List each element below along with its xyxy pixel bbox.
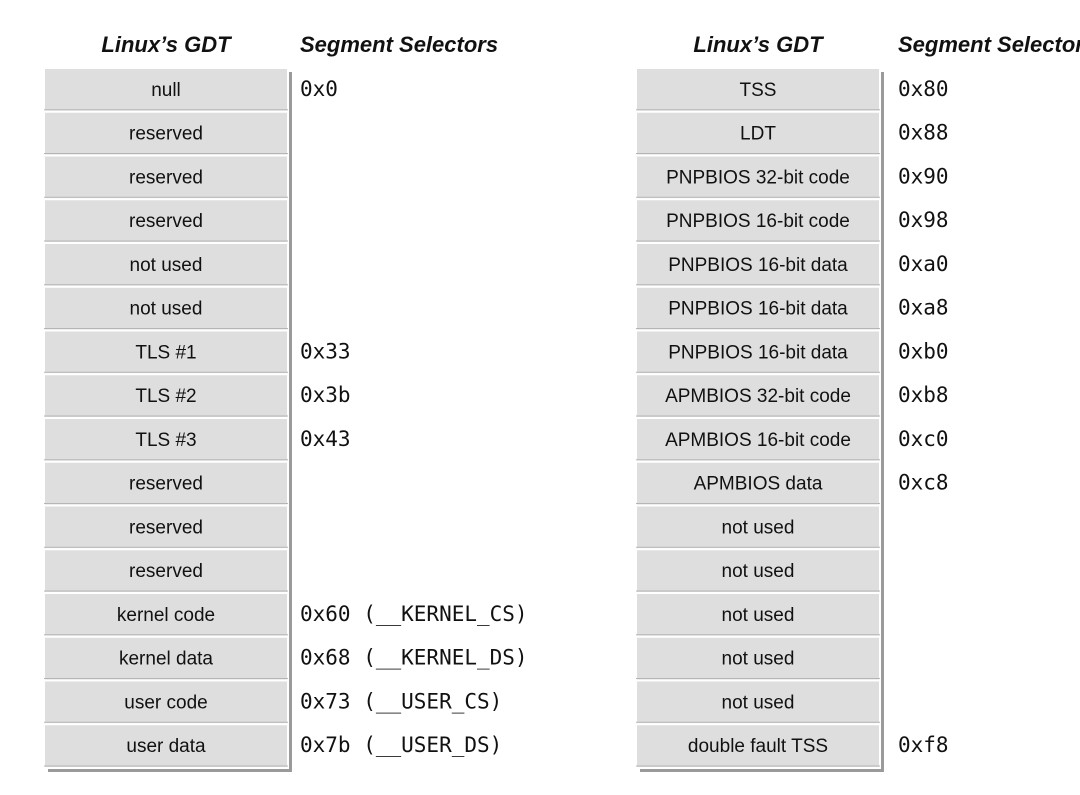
gdt-entry <box>635 198 881 244</box>
gdt-entry <box>635 110 881 157</box>
entry-label: not used <box>130 299 203 320</box>
segment-selector: 0x60 (__KERNEL_CS) <box>300 602 528 626</box>
gdt-entry <box>43 417 289 463</box>
segment-selector: 0x0 <box>300 77 338 101</box>
gdt-entry <box>635 504 881 551</box>
gdt-header: Linux’s GDT <box>101 32 232 57</box>
segment-selector: 0x3b <box>300 383 351 407</box>
segment-selector: 0xf8 <box>898 733 949 757</box>
gdt-entry <box>635 285 881 332</box>
gdt-entry <box>43 154 289 201</box>
entry-label: reserved <box>129 211 203 232</box>
gdt-entry <box>43 460 289 507</box>
entry-label: not used <box>722 649 795 670</box>
entry-label: PNPBIOS 16-bit data <box>668 342 848 363</box>
entry-label: APMBIOS 16-bit code <box>665 430 851 451</box>
entry-label: reserved <box>129 561 203 582</box>
entry-label: PNPBIOS 16-bit code <box>666 211 850 232</box>
entry-label: user data <box>126 736 206 757</box>
gdt-entry <box>43 67 289 113</box>
gdt-entry <box>43 504 289 551</box>
entry-label: reserved <box>129 517 203 538</box>
gdt-entry <box>635 548 881 594</box>
entry-label: TSS <box>740 80 777 101</box>
entry-label: PNPBIOS 32-bit code <box>666 167 850 188</box>
segment-selector: 0xa0 <box>898 252 949 276</box>
entry-label: reserved <box>129 474 203 495</box>
gdt-entry <box>635 329 881 376</box>
segment-selector: 0x43 <box>300 427 351 451</box>
gdt-entry <box>43 635 289 682</box>
entry-label: not used <box>722 605 795 626</box>
entry-label: APMBIOS data <box>694 474 823 495</box>
segment-selector: 0x68 (__KERNEL_DS) <box>300 646 528 670</box>
gdt-entry <box>43 679 289 726</box>
segment-selector: 0x80 <box>898 77 949 101</box>
entry-label: reserved <box>129 124 203 145</box>
gdt-entry <box>635 635 881 682</box>
gdt-header: Linux’s GDT <box>693 32 824 57</box>
segment-selector: 0x33 <box>300 339 351 363</box>
entry-label: not used <box>130 255 203 276</box>
segment-selector: 0xa8 <box>898 296 949 320</box>
entry-label: kernel data <box>119 649 213 670</box>
gdt-entry <box>43 242 289 288</box>
segment-selector: 0x73 (__USER_CS) <box>300 689 502 713</box>
entry-label: PNPBIOS 16-bit data <box>668 255 848 276</box>
entry-label: double fault TSS <box>688 736 828 757</box>
gdt-entry <box>635 592 881 638</box>
entry-label: TLS #2 <box>135 386 196 407</box>
gdt-entry <box>43 329 289 376</box>
entry-label: not used <box>722 517 795 538</box>
segment-selector: 0xc8 <box>898 471 949 495</box>
gdt-entry <box>43 548 289 594</box>
segment-selector: 0xc0 <box>898 427 949 451</box>
segment-selector: 0xb0 <box>898 339 949 363</box>
segment-selector: 0x88 <box>898 121 949 145</box>
gdt-entry <box>43 723 289 769</box>
segment-selector: 0x90 <box>898 164 949 188</box>
entry-label: user code <box>124 692 207 713</box>
entry-label: not used <box>722 561 795 582</box>
entry-label: kernel code <box>117 605 215 626</box>
entry-label: PNPBIOS 16-bit data <box>668 299 848 320</box>
selector-header: Segment Selectors <box>898 32 1080 57</box>
entry-label: APMBIOS 32-bit code <box>665 386 851 407</box>
gdt-entry <box>635 154 881 201</box>
gdt-entry <box>635 373 881 419</box>
segment-selector: 0x7b (__USER_DS) <box>300 733 502 757</box>
entry-label: TLS #3 <box>135 430 196 451</box>
gdt-entry <box>43 285 289 332</box>
entry-label: not used <box>722 692 795 713</box>
gdt-entry <box>635 723 881 769</box>
entry-label: null <box>151 80 181 101</box>
gdt-entry <box>635 417 881 463</box>
entry-label: LDT <box>740 124 776 145</box>
gdt-entry <box>635 679 881 726</box>
segment-selector: 0xb8 <box>898 383 949 407</box>
entry-label: TLS #1 <box>135 342 196 363</box>
gdt-entry <box>635 242 881 288</box>
segment-selector: 0x98 <box>898 208 949 232</box>
selector-header: Segment Selectors <box>300 32 498 57</box>
entry-label: reserved <box>129 167 203 188</box>
